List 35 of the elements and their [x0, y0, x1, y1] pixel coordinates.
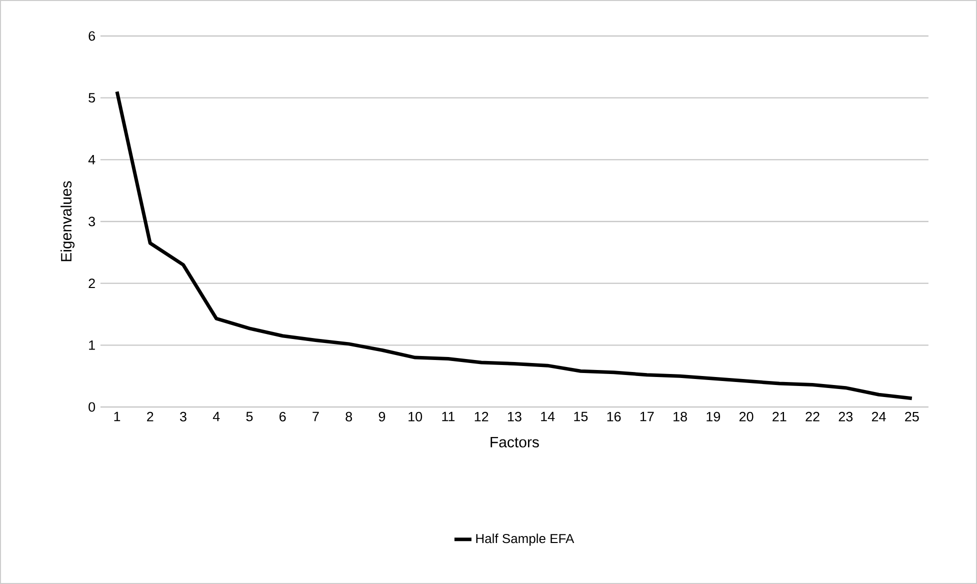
x-tick-label: 18 — [674, 412, 687, 422]
x-tick-label: 10 — [408, 412, 422, 422]
x-tick-label: 13 — [508, 412, 522, 422]
x-tick-label: 19 — [706, 412, 720, 422]
x-tick-label: 1 — [114, 412, 120, 422]
x-tick-label: 12 — [474, 412, 488, 422]
y-tick-label: 4 — [88, 155, 96, 164]
x-tick-label: 14 — [541, 412, 555, 422]
x-tick-label: 2 — [147, 412, 154, 422]
x-tick-label: 4 — [212, 412, 220, 422]
y-tick-label: 3 — [88, 216, 95, 226]
y-tick-label: 5 — [88, 93, 96, 103]
x-tick-label: 25 — [905, 412, 919, 422]
x-tick-label: 7 — [312, 412, 319, 422]
x-tick-label: 23 — [838, 412, 853, 422]
x-tick-label: 21 — [772, 412, 786, 422]
x-tick-label: 20 — [739, 412, 754, 422]
legend-label: Half Sample EFA — [476, 534, 574, 546]
y-axis-title: Eigenvalues — [60, 181, 75, 262]
y-tick-label: 2 — [88, 278, 95, 288]
x-axis-title: Factors — [490, 436, 539, 448]
x-tick-label: 17 — [640, 412, 654, 422]
x-tick-label: 16 — [607, 412, 621, 422]
y-tick-label: 0 — [88, 402, 96, 412]
x-tick-label: 8 — [346, 412, 352, 422]
x-tick-label: 11 — [442, 412, 455, 422]
y-tick-label: 6 — [88, 31, 95, 41]
x-tick-label: 5 — [246, 412, 253, 422]
x-tick-label: 9 — [378, 412, 386, 422]
x-tick-label: 22 — [806, 412, 820, 422]
y-tick-label: 1 — [89, 340, 95, 350]
x-tick-label: 15 — [574, 412, 588, 422]
x-tick-label: 6 — [280, 412, 286, 422]
x-tick-label: 3 — [180, 412, 186, 422]
x-tick-label: 24 — [872, 412, 886, 422]
